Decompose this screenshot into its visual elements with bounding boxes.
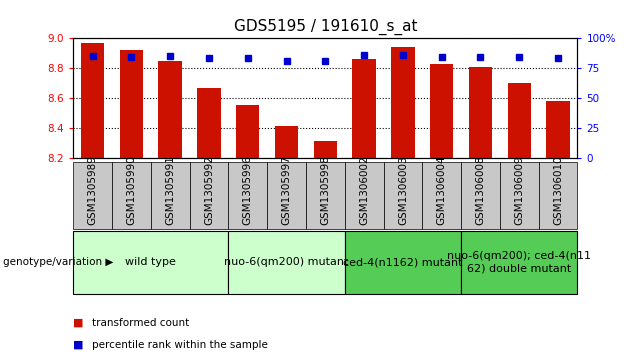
Text: GSM1305997: GSM1305997 [282,155,291,225]
Text: GSM1305996: GSM1305996 [243,155,252,225]
Bar [120,50,143,158]
Bar [236,106,259,158]
Text: ced-4(n1162) mutant: ced-4(n1162) mutant [343,257,462,267]
Text: GSM1305989: GSM1305989 [88,155,97,225]
Text: GSM1306002: GSM1306002 [359,155,369,225]
Text: genotype/variation ▶: genotype/variation ▶ [3,257,114,267]
Text: GSM1305991: GSM1305991 [165,155,175,225]
Bar [197,87,221,158]
Text: GSM1306010: GSM1306010 [553,155,563,225]
Bar [158,61,182,158]
Text: GSM1305992: GSM1305992 [204,155,214,225]
Text: nuo-6(qm200) mutant: nuo-6(qm200) mutant [225,257,349,267]
Title: GDS5195 / 191610_s_at: GDS5195 / 191610_s_at [233,19,417,35]
Text: transformed count: transformed count [92,318,190,328]
Bar [430,64,453,158]
Bar [391,47,415,158]
Bar [352,59,376,158]
Text: wild type: wild type [125,257,176,267]
Text: GSM1306003: GSM1306003 [398,155,408,225]
Bar [546,101,570,158]
Bar [314,142,337,158]
Text: nuo-6(qm200); ced-4(n11
62) double mutant: nuo-6(qm200); ced-4(n11 62) double mutan… [447,252,591,273]
Text: GSM1306008: GSM1306008 [476,155,485,225]
Text: ■: ■ [73,340,84,350]
Text: percentile rank within the sample: percentile rank within the sample [92,340,268,350]
Text: GSM1306004: GSM1306004 [437,155,446,225]
Bar [469,66,492,158]
Bar [81,42,104,158]
Text: GSM1305990: GSM1305990 [127,155,136,225]
Text: ■: ■ [73,318,84,328]
Text: GSM1306009: GSM1306009 [515,155,524,225]
Bar [275,126,298,158]
Bar [508,83,531,158]
Text: GSM1305998: GSM1305998 [321,155,330,225]
